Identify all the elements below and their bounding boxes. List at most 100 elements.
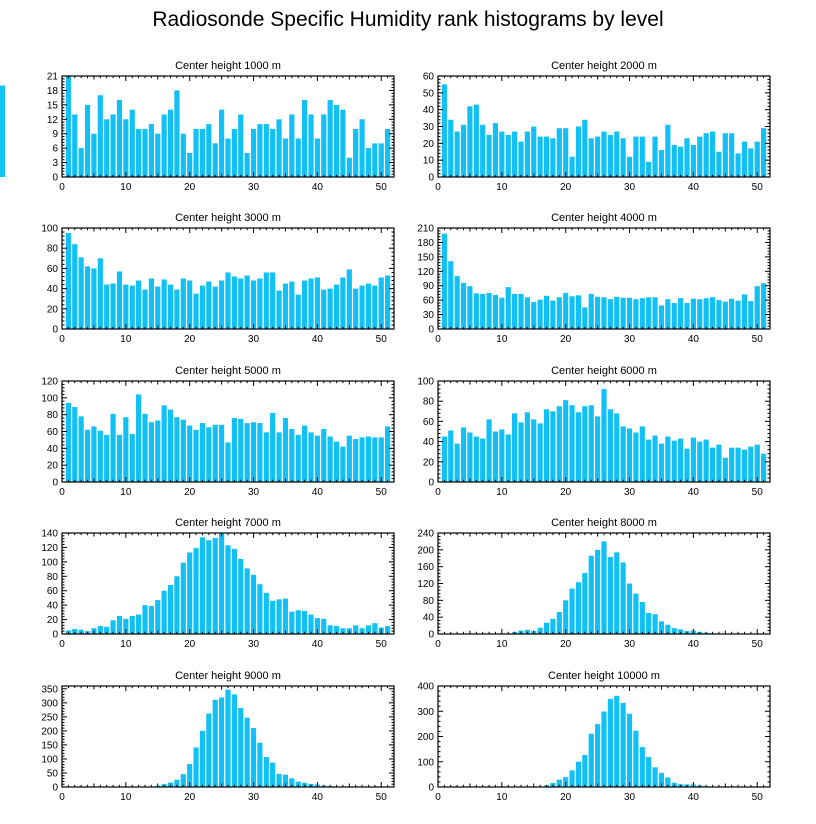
x-tick-label: 40: [688, 334, 700, 345]
bar: [359, 628, 365, 634]
bar: [187, 763, 193, 787]
y-tick-label: 20: [423, 457, 435, 468]
bar: [263, 592, 269, 634]
bar: [110, 283, 116, 329]
bar: [614, 413, 620, 482]
bar: [97, 626, 103, 634]
bar: [480, 293, 486, 329]
bar: [199, 423, 206, 482]
bar: [729, 133, 735, 177]
bar: [250, 728, 257, 787]
bar: [697, 136, 703, 177]
x-tick-label: 10: [120, 487, 132, 498]
bar: [748, 148, 754, 177]
bar: [167, 584, 174, 634]
bar: [518, 293, 524, 329]
bar: [282, 418, 289, 482]
bar: [321, 428, 327, 482]
bar: [492, 294, 499, 329]
x-tick-label: 20: [560, 182, 572, 193]
bar: [588, 293, 594, 329]
bar: [569, 588, 575, 634]
bar: [595, 136, 601, 177]
bar: [652, 767, 658, 787]
bar: [270, 412, 276, 482]
bar: [180, 419, 186, 482]
panel-title: Center height 9000 m: [175, 670, 281, 682]
y-tick-label: 200: [417, 545, 434, 556]
bar: [206, 427, 212, 482]
bar: [665, 624, 671, 634]
bar: [588, 138, 594, 177]
chart-panel-7: Center height 7000 m 0 10 20 30 40 50 0 20 40 60 80…: [41, 517, 395, 650]
bar: [219, 280, 225, 329]
bar: [543, 136, 550, 177]
bar: [385, 128, 391, 177]
bar: [607, 556, 613, 634]
bar: [588, 405, 594, 482]
bar: [531, 126, 537, 177]
bar: [441, 233, 447, 329]
y-tick-label: 0: [428, 783, 434, 794]
bar: [626, 583, 633, 634]
bar: [161, 590, 167, 634]
y-tick-label: 240: [417, 529, 434, 540]
bar: [346, 269, 352, 329]
bar: [678, 146, 684, 177]
bar: [231, 694, 237, 787]
x-tick-label: 50: [752, 487, 764, 498]
bar: [582, 119, 588, 177]
y-tick-label: 150: [41, 740, 58, 751]
bar: [614, 296, 620, 329]
bar: [582, 572, 588, 634]
x-tick-label: 40: [312, 182, 324, 193]
bar: [353, 625, 359, 634]
bar: [244, 275, 250, 329]
y-tick-label: 30: [423, 122, 435, 133]
y-tick-label: 20: [423, 139, 435, 150]
y-tick-label: 80: [47, 244, 59, 255]
bar: [314, 618, 320, 634]
x-tick-label: 50: [752, 639, 764, 650]
bar: [499, 131, 505, 177]
bar: [601, 297, 607, 329]
bar: [257, 423, 263, 482]
x-tick-label: 50: [752, 334, 764, 345]
bar: [709, 297, 716, 329]
bar: [595, 724, 601, 787]
bar: [142, 128, 148, 177]
bar: [761, 453, 767, 482]
bar: [142, 605, 148, 634]
bar: [270, 600, 276, 634]
y-tick-label: 0: [52, 173, 58, 184]
bar: [614, 131, 620, 177]
bar: [238, 114, 244, 177]
x-tick-label: 10: [120, 792, 132, 803]
bar: [116, 271, 123, 329]
bar: [473, 293, 479, 329]
bar: [582, 754, 588, 787]
bar: [302, 425, 308, 482]
bar: [531, 419, 537, 482]
bar: [716, 300, 722, 329]
bar: [607, 299, 613, 329]
bar: [601, 711, 607, 787]
x-tick-label: 50: [752, 182, 764, 193]
bar: [353, 288, 359, 329]
x-tick-label: 20: [184, 487, 196, 498]
x-tick-label: 20: [560, 334, 572, 345]
bar: [716, 151, 722, 177]
bar: [295, 294, 301, 329]
bar: [499, 429, 505, 482]
bar: [639, 602, 645, 634]
bar: [276, 773, 282, 787]
bar: [372, 623, 378, 634]
y-tick-label: 100: [417, 757, 434, 768]
x-tick-label: 40: [312, 487, 324, 498]
bar: [454, 131, 460, 177]
bar: [276, 290, 282, 329]
x-tick-label: 0: [435, 639, 441, 650]
bar: [537, 627, 543, 634]
y-tick-label: 0: [52, 630, 58, 641]
bar: [136, 128, 142, 177]
